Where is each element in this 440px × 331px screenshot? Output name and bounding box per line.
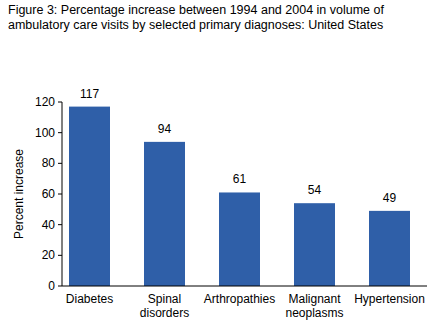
y-tick	[58, 132, 62, 133]
y-tick	[58, 255, 62, 256]
data-label: 49	[383, 191, 397, 205]
y-tick-label: 60	[42, 187, 56, 201]
chart: Figure 3: Percentage increase between 19…	[0, 0, 440, 331]
x-tick-label: Malignantneoplasms	[285, 292, 343, 320]
x-tick-label: Spinaldisorders	[140, 292, 189, 320]
data-label: 117	[80, 87, 99, 101]
y-tick-label: 80	[42, 156, 56, 170]
data-label: 61	[233, 172, 247, 186]
y-tick	[58, 194, 62, 195]
y-tick-label: 0	[48, 279, 55, 293]
y-tick	[58, 163, 62, 164]
bar	[369, 211, 410, 286]
y-tick-label: 100	[35, 126, 55, 140]
bar	[294, 203, 335, 286]
y-axis	[62, 102, 63, 286]
y-tick	[58, 102, 62, 103]
y-tick-label: 120	[35, 95, 55, 109]
x-axis	[62, 286, 427, 287]
y-tick	[58, 286, 62, 287]
y-tick	[58, 224, 62, 225]
bar	[69, 107, 110, 286]
data-label: 54	[308, 183, 322, 197]
title: Figure 3: Percentage increase between 19…	[8, 3, 384, 32]
data-label: 94	[158, 122, 172, 136]
x-tick-label: Diabetes	[66, 292, 113, 306]
bar	[219, 192, 260, 286]
y-axis-label: Percent increase	[12, 149, 26, 239]
bars	[69, 107, 410, 286]
x-tick-label: Hypertension	[354, 292, 425, 306]
y-tick-label: 40	[42, 218, 56, 232]
y-tick-label: 20	[42, 248, 56, 262]
bar	[144, 142, 185, 286]
x-tick-label: Arthropathies	[204, 292, 275, 306]
